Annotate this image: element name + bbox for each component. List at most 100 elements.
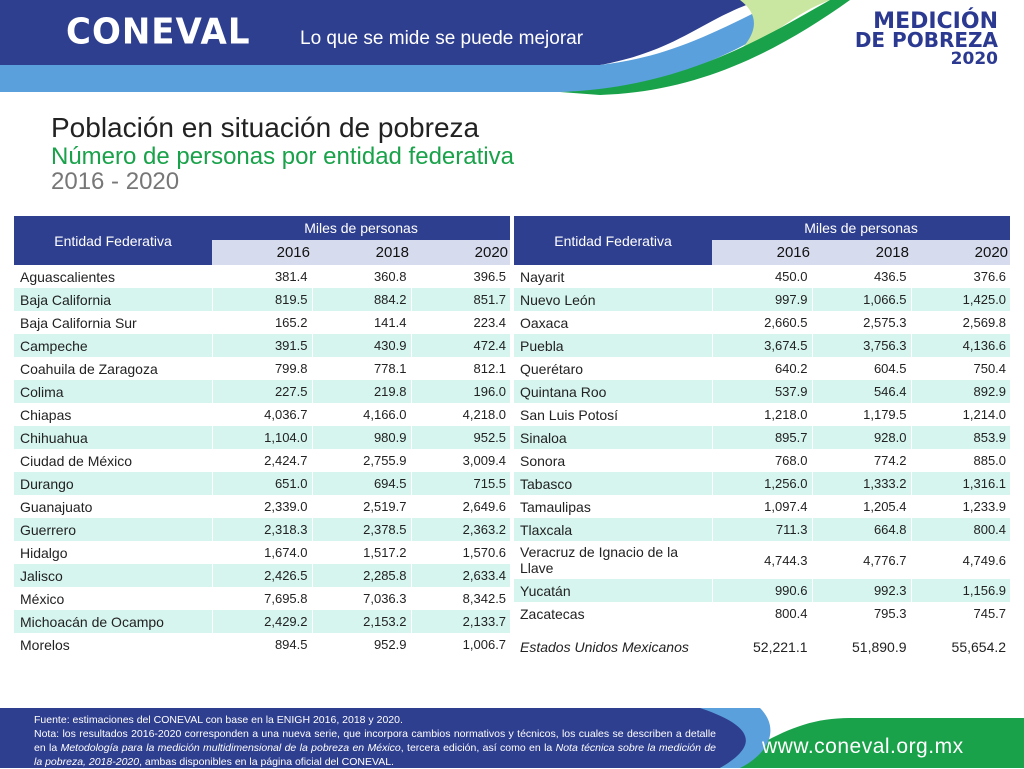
value-2020-cell: 223.4 <box>410 311 511 334</box>
value-2018-cell: 1,205.4 <box>811 495 911 518</box>
note-doc-technical: Nota técnica sobre la medición de la pob… <box>34 742 716 768</box>
entity-cell: Ciudad de México <box>14 449 212 472</box>
value-2020-cell: 4,136.6 <box>910 334 1011 357</box>
entity-cell: Jalisco <box>14 564 212 587</box>
source-note: Fuente: estimaciones del CONEVAL con bas… <box>34 714 403 726</box>
table-row: Sinaloa 895.7 928.0 853.9 <box>514 426 1011 449</box>
table-row: Morelos 894.5 952.9 1,006.7 <box>14 633 511 656</box>
value-2018-cell: 3,756.3 <box>811 334 911 357</box>
value-2016-cell: 537.9 <box>711 380 812 403</box>
total-2018-cell: 51,890.9 <box>811 625 911 669</box>
footnotes: Fuente: estimaciones del CONEVAL con bas… <box>34 713 716 769</box>
entity-cell: Querétaro <box>514 357 712 380</box>
entity-cell: Tabasco <box>514 472 712 495</box>
value-2018-cell: 4,776.7 <box>811 541 911 579</box>
table-row: Querétaro 640.2 604.5 750.4 <box>514 357 1011 380</box>
table-row: Veracruz de Ignacio de la Llave 4,744.3 4,… <box>514 541 1011 579</box>
entity-cell: Baja California Sur <box>14 311 212 334</box>
table-row: San Luis Potosí 1,218.0 1,179.5 1,214.0 <box>514 403 1011 426</box>
value-2020-cell: 3,009.4 <box>410 449 511 472</box>
value-2018-cell: 2,755.9 <box>311 449 411 472</box>
value-2018-cell: 430.9 <box>311 334 411 357</box>
value-2016-cell: 3,674.5 <box>711 334 812 357</box>
value-2018-cell: 2,378.5 <box>311 518 411 541</box>
page-subtitle: Número de personas por entidad federativ… <box>51 143 514 170</box>
value-2020-cell: 800.4 <box>910 518 1011 541</box>
value-2020-cell: 745.7 <box>910 602 1011 625</box>
website-link[interactable]: www.coneval.org.mx <box>762 735 964 758</box>
entity-cell: Puebla <box>514 334 712 357</box>
entity-cell: Campeche <box>14 334 212 357</box>
value-2020-cell: 2,633.4 <box>410 564 511 587</box>
value-2016-cell: 2,318.3 <box>211 518 312 541</box>
entity-cell: Quintana Roo <box>514 380 712 403</box>
coneval-logo: CONEVAL <box>66 11 251 53</box>
title-emphasis: pobreza <box>377 112 480 143</box>
value-2018-cell: 928.0 <box>811 426 911 449</box>
table-body-left: Aguascalientes 381.4 360.8 396.5 Baja Califo… <box>14 265 511 656</box>
header-banner <box>0 0 1024 95</box>
value-2016-cell: 800.4 <box>711 602 812 625</box>
poverty-table-right: Entidad Federativa Miles de personas 201… <box>514 216 1011 669</box>
value-2016-cell: 1,218.0 <box>711 403 812 426</box>
table-row: Durango 651.0 694.5 715.5 <box>14 472 511 495</box>
value-2018-cell: 980.9 <box>311 426 411 449</box>
footer-shapes <box>0 708 1024 768</box>
methodology-note: Nota: los resultados 2016-2020 correspon… <box>34 727 716 769</box>
value-2016-cell: 819.5 <box>211 288 312 311</box>
table-row: Jalisco 2,426.5 2,285.8 2,633.4 <box>14 564 511 587</box>
value-2018-cell: 795.3 <box>811 602 911 625</box>
note-text-c: , ambas disponibles en la página oficial… <box>139 756 394 768</box>
entity-cell: Nayarit <box>514 265 712 288</box>
entity-cell: Chihuahua <box>14 426 212 449</box>
value-2016-cell: 4,744.3 <box>711 541 812 579</box>
table-row: Chiapas 4,036.7 4,166.0 4,218.0 <box>14 403 511 426</box>
col-header-group: Miles de personas <box>712 216 1011 240</box>
value-2020-cell: 952.5 <box>410 426 511 449</box>
value-2020-cell: 853.9 <box>910 426 1011 449</box>
entity-cell: Tlaxcala <box>514 518 712 541</box>
value-2016-cell: 1,097.4 <box>711 495 812 518</box>
value-2020-cell: 851.7 <box>410 288 511 311</box>
value-2018-cell: 546.4 <box>811 380 911 403</box>
badge-line2: DE POBREZA <box>854 28 998 52</box>
value-2018-cell: 436.5 <box>811 265 911 288</box>
col-header-entity: Entidad Federativa <box>514 216 712 265</box>
entity-cell: Coahuila de Zaragoza <box>14 357 212 380</box>
col-header-2016: 2016 <box>212 240 312 265</box>
value-2020-cell: 2,363.2 <box>410 518 511 541</box>
col-header-entity: Entidad Federativa <box>14 216 212 265</box>
table-row: Tlaxcala 711.3 664.8 800.4 <box>514 518 1011 541</box>
value-2018-cell: 1,517.2 <box>311 541 411 564</box>
value-2020-cell: 472.4 <box>410 334 511 357</box>
table-total-row: Estados Unidos Mexicanos 52,221.1 51,890.9… <box>514 625 1011 669</box>
value-2016-cell: 2,660.5 <box>711 311 812 334</box>
value-2016-cell: 1,674.0 <box>211 541 312 564</box>
value-2018-cell: 1,333.2 <box>811 472 911 495</box>
value-2016-cell: 768.0 <box>711 449 812 472</box>
entity-cell: Aguascalientes <box>14 265 212 288</box>
value-2016-cell: 165.2 <box>211 311 312 334</box>
note-text-b: , tercera edición, así como en la <box>400 742 556 754</box>
entity-cell: Hidalgo <box>14 541 212 564</box>
value-2020-cell: 750.4 <box>910 357 1011 380</box>
entity-cell: Sonora <box>514 449 712 472</box>
value-2018-cell: 604.5 <box>811 357 911 380</box>
col-header-2018: 2018 <box>812 240 911 265</box>
entity-cell: Chiapas <box>14 403 212 426</box>
value-2016-cell: 1,104.0 <box>211 426 312 449</box>
table-row: Quintana Roo 537.9 546.4 892.9 <box>514 380 1011 403</box>
value-2020-cell: 1,425.0 <box>910 288 1011 311</box>
entity-cell: Tamaulipas <box>514 495 712 518</box>
entity-cell: Guanajuato <box>14 495 212 518</box>
value-2020-cell: 1,316.1 <box>910 472 1011 495</box>
value-2020-cell: 196.0 <box>410 380 511 403</box>
value-2020-cell: 885.0 <box>910 449 1011 472</box>
value-2016-cell: 997.9 <box>711 288 812 311</box>
value-2016-cell: 4,036.7 <box>211 403 312 426</box>
badge-line3: 2020 <box>950 49 998 69</box>
entity-cell: Sinaloa <box>514 426 712 449</box>
total-2016-cell: 52,221.1 <box>711 625 812 669</box>
page-title: Población en situación de pobreza <box>51 112 479 144</box>
table-row: Baja California 819.5 884.2 851.7 <box>14 288 511 311</box>
